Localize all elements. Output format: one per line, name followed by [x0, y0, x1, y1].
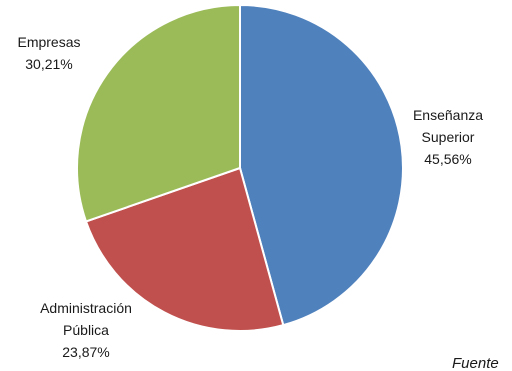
- slice-value-label: 30,21%: [25, 56, 72, 72]
- slice-label-1: Enseñanza Superior 45,56%: [413, 107, 483, 167]
- pie-slice-1: [239, 3, 404, 327]
- pie-slice-2: [84, 166, 285, 332]
- slice-value-label: 45,56%: [424, 151, 471, 167]
- pie-slices: [76, 3, 404, 332]
- pie-labels: Enseñanza Superior 45,56% Administración Púb…: [17, 34, 483, 360]
- slice-value-label: 23,87%: [62, 344, 109, 360]
- slice-category-label: Empresas: [17, 34, 80, 50]
- slice-label-3: Empresas 30,21%: [17, 34, 80, 72]
- slice-category-label: Administración: [40, 300, 132, 316]
- slice-category-label: Enseñanza: [413, 107, 483, 123]
- slice-category-label: Superior: [422, 129, 475, 145]
- slice-label-2: Administración Pública 23,87%: [40, 300, 132, 360]
- slice-category-label: Pública: [63, 322, 109, 338]
- source-note: Fuente: [452, 355, 499, 371]
- pie-slice-3: [76, 3, 241, 223]
